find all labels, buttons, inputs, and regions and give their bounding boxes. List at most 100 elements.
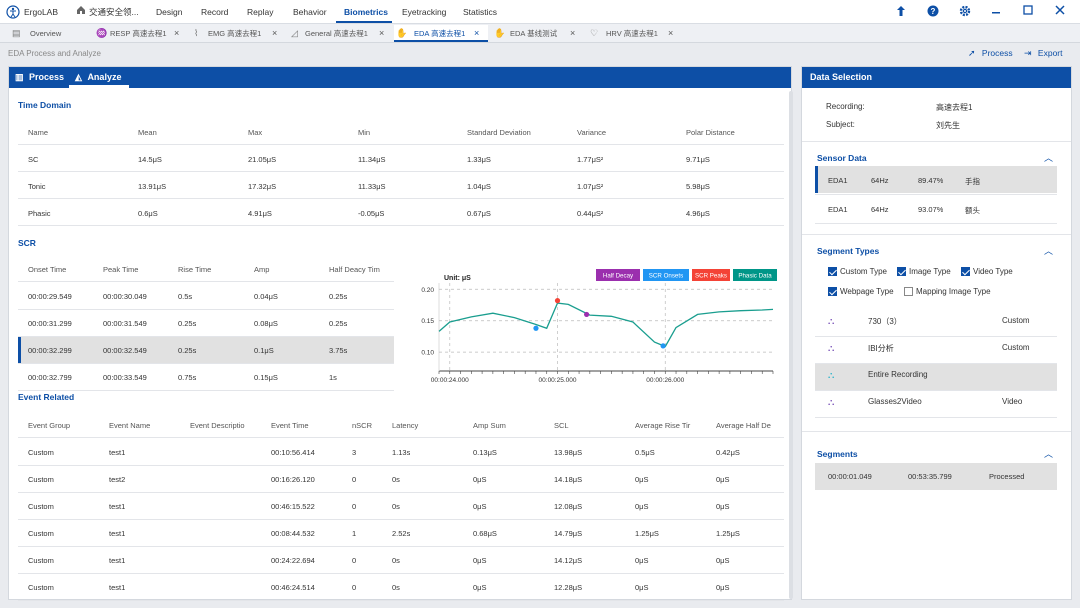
row-divider: [18, 465, 784, 466]
table-cell: 3: [352, 448, 357, 457]
table-header-cell: Onset Time: [28, 265, 67, 274]
menu-behavior[interactable]: Behavior: [293, 7, 327, 17]
app-name: ErgoLAB: [24, 7, 59, 17]
table-cell[interactable]: 0.25s: [329, 292, 348, 301]
close-tab-icon[interactable]: ×: [174, 28, 180, 38]
table-cell[interactable]: 00:00:32.299: [28, 346, 72, 355]
home-icon[interactable]: [74, 5, 88, 19]
table-cell[interactable]: 00:00:31.299: [28, 319, 72, 328]
checkbox-label[interactable]: Image Type: [909, 267, 951, 276]
table-header-cell: Mean: [138, 128, 157, 137]
table-cell[interactable]: 0.25s: [178, 346, 197, 355]
close-tab-icon[interactable]: ×: [379, 28, 385, 38]
table-cell[interactable]: 0.75s: [178, 373, 197, 382]
minimize-icon[interactable]: [989, 5, 1003, 19]
table-cell[interactable]: 0.04μS: [254, 292, 278, 301]
upload-icon[interactable]: [894, 5, 908, 19]
table-cell[interactable]: 00:00:32.549: [103, 346, 147, 355]
table-cell[interactable]: 00:00:30.049: [103, 292, 147, 301]
table-cell[interactable]: 1s: [329, 373, 337, 382]
checkbox-label[interactable]: Webpage Type: [840, 287, 894, 296]
table-cell: 11.33μS: [358, 182, 386, 191]
checkbox[interactable]: [897, 267, 906, 276]
checkbox[interactable]: [904, 287, 913, 296]
export-button[interactable]: ⇥ Export: [1024, 48, 1063, 59]
table-cell[interactable]: 0.08μS: [254, 319, 278, 328]
sensor-cell[interactable]: 额头: [965, 206, 980, 215]
sensor-cell[interactable]: EDA1: [828, 176, 848, 185]
close-tab-icon[interactable]: ×: [570, 28, 576, 38]
segment-name[interactable]: IBI分析: [868, 344, 894, 353]
legend-label: SCR Onsets: [649, 273, 683, 280]
menu-biometrics[interactable]: Biometrics: [344, 7, 388, 17]
close-window-icon[interactable]: [1053, 5, 1067, 19]
table-cell: 14.5μS: [138, 155, 162, 164]
menu-design[interactable]: Design: [156, 7, 183, 17]
settings-gear-icon[interactable]: [958, 5, 972, 19]
tab-resp[interactable]: ♒ RESP 高速去程1 ×: [94, 25, 188, 42]
tab-emg[interactable]: ⌇ EMG 高速去程1 ×: [192, 25, 286, 42]
chevron-up-icon[interactable]: ︿: [1044, 153, 1054, 163]
tab-eda-active[interactable]: ✋ EDA 高速去程1 ×: [394, 25, 488, 42]
table-cell[interactable]: 0.25s: [178, 319, 197, 328]
table-cell: 00:08:44.532: [271, 529, 315, 538]
menu-statistics[interactable]: Statistics: [463, 7, 498, 17]
table-cell[interactable]: 00:00:33.549: [103, 373, 147, 382]
table-cell: 0μS: [635, 475, 649, 484]
menu-eyetracking[interactable]: Eyetracking: [402, 7, 447, 17]
tab-eda-baseline[interactable]: ✋ EDA 基线测试 ×: [492, 25, 582, 42]
table-header-cell: Polar Distance: [686, 128, 735, 137]
menu-record[interactable]: Record: [201, 7, 229, 17]
close-tab-icon[interactable]: ×: [668, 28, 674, 38]
segment-name[interactable]: Entire Recording: [868, 370, 928, 379]
segment-name[interactable]: Glasses2Video: [868, 397, 922, 406]
legend-swatch: [733, 269, 777, 281]
table-cell[interactable]: 0.5s: [178, 292, 193, 301]
close-tab-icon[interactable]: ×: [272, 28, 278, 38]
table-cell[interactable]: 3.75s: [329, 346, 348, 355]
sensor-cell[interactable]: 89.47%: [918, 176, 944, 185]
chevron-up-icon[interactable]: ︿: [1044, 449, 1054, 459]
row-divider: [18, 492, 784, 493]
checkbox[interactable]: [828, 287, 837, 296]
maximize-icon[interactable]: [1021, 5, 1035, 19]
tab-general[interactable]: ◿ General 高速去程1 ×: [289, 25, 393, 42]
table-cell[interactable]: 00:00:32.799: [28, 373, 72, 382]
table-cell[interactable]: 0.15μS: [254, 373, 278, 382]
tab-overview[interactable]: ▤ Overview: [10, 25, 90, 42]
menu-replay[interactable]: Replay: [247, 7, 274, 17]
table-cell[interactable]: 0.25s: [329, 319, 348, 328]
checkbox-label[interactable]: Custom Type: [840, 267, 887, 276]
checkbox-label[interactable]: Video Type: [973, 267, 1013, 276]
vertical-scrollbar[interactable]: [789, 91, 793, 599]
segment-name[interactable]: 730（3）: [868, 317, 902, 326]
tab-hrv[interactable]: ♡ HRV 高速去程1 ×: [588, 25, 680, 42]
chevron-up-icon[interactable]: ︿: [1044, 246, 1054, 256]
sensor-cell[interactable]: 93.07%: [918, 205, 944, 214]
menu-project[interactable]: 交通安全领...: [89, 7, 139, 17]
segment-cell[interactable]: 00:00:01.049: [828, 472, 872, 481]
tab-analyze[interactable]: ◭ Analyze: [75, 67, 121, 88]
sensor-cell[interactable]: 64Hz: [871, 205, 889, 214]
segment-cell[interactable]: 00:53:35.799: [908, 472, 952, 481]
table-header-cell: Peak Time: [103, 265, 139, 274]
row-divider: [18, 198, 784, 199]
sensor-cell[interactable]: 64Hz: [871, 176, 889, 185]
table-cell[interactable]: 00:00:31.549: [103, 319, 147, 328]
checkbox[interactable]: [961, 267, 970, 276]
help-icon[interactable]: ?: [926, 5, 940, 19]
subject-label: Subject:: [826, 120, 855, 129]
table-cell: 0μS: [473, 583, 487, 592]
segment-type-icon: ⛬: [828, 343, 835, 353]
checkbox[interactable]: [828, 267, 837, 276]
tab-process[interactable]: ▥ Process: [15, 67, 64, 88]
table-cell[interactable]: 0.1μS: [254, 346, 274, 355]
sensor-cell[interactable]: 手指: [965, 177, 980, 186]
close-tab-icon[interactable]: ×: [474, 28, 480, 38]
row-divider: [18, 390, 394, 391]
segment-cell[interactable]: Processed: [989, 472, 1025, 481]
sensor-cell[interactable]: EDA1: [828, 205, 848, 214]
checkbox-label[interactable]: Mapping Image Type: [916, 287, 991, 296]
table-cell[interactable]: 00:00:29.549: [28, 292, 72, 301]
process-button[interactable]: ➚ Process: [968, 48, 1013, 59]
